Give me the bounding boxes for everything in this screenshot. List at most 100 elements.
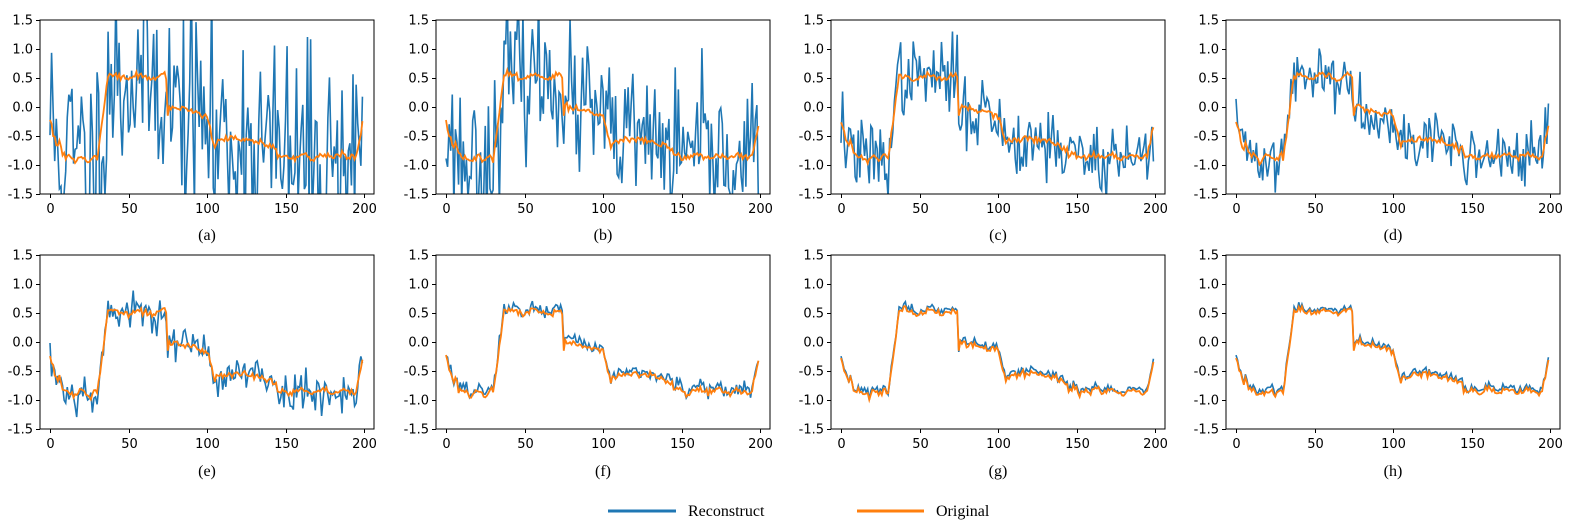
y-tick-label: -1.0	[799, 159, 824, 174]
y-tick-label: -1.0	[404, 394, 429, 409]
y-tick-label: 1.0	[12, 43, 33, 58]
y-tick-label: -1.5	[1194, 188, 1219, 203]
x-tick-label: 0	[46, 202, 54, 217]
series-reconstruct-line	[1235, 48, 1550, 193]
series-original-line	[49, 305, 364, 402]
x-tick-label: 50	[912, 437, 929, 452]
y-tick-label: -1.0	[1194, 394, 1219, 409]
x-tick-label: 150	[1065, 437, 1090, 452]
axes-frame	[39, 254, 375, 430]
x-tick-label: 100	[1381, 437, 1406, 452]
axes-frame	[1225, 254, 1561, 430]
subplot-g: 1.5 1.0 0.5 0.0 -0.5 -1.0 -1.5 0 50 100 150 200 (g)	[799, 249, 1168, 481]
subplot-caption: (c)	[989, 227, 1007, 244]
y-tick-label: 1.0	[803, 43, 824, 58]
x-tick-label: 200	[1143, 437, 1168, 452]
y-tick-label: -0.5	[404, 365, 429, 380]
y-tick-label: -0.5	[799, 365, 824, 380]
y-tick-label: 1.5	[12, 14, 33, 29]
x-tick-label: 200	[352, 437, 377, 452]
y-tick-label: 1.5	[803, 14, 824, 29]
y-tick-label: -0.5	[8, 130, 33, 145]
y-tick-label: 0.5	[803, 307, 824, 322]
y-tick-label: 1.0	[408, 278, 429, 293]
x-tick-label: 50	[121, 437, 138, 452]
x-tick-label: 50	[912, 202, 929, 217]
axes-frame	[830, 19, 1166, 195]
y-tick-label: 1.0	[1198, 43, 1219, 58]
series-original-line	[445, 66, 760, 164]
subplot-caption: (d)	[1384, 227, 1403, 244]
series-original-line	[445, 306, 760, 399]
series-reconstruct-line	[1235, 301, 1550, 397]
x-tick-label: 100	[195, 202, 220, 217]
y-tick-label: 1.0	[1198, 278, 1219, 293]
series-original-line	[840, 305, 1155, 404]
legend-original-label: Original	[936, 503, 990, 520]
x-tick-label: 100	[591, 202, 616, 217]
x-tick-label: 200	[1143, 202, 1168, 217]
subplot-caption: (g)	[989, 463, 1008, 480]
axes-frame	[435, 254, 771, 430]
y-tick-label: -0.5	[8, 365, 33, 380]
x-tick-label: 0	[1232, 202, 1240, 217]
subplot-h: 1.5 1.0 0.5 0.0 -0.5 -1.0 -1.5 0 50 100 150 200 (h)	[1194, 249, 1563, 481]
y-tick-label: -0.5	[1194, 365, 1219, 380]
subplot-caption: (e)	[198, 463, 216, 480]
x-tick-label: 200	[352, 202, 377, 217]
y-tick-label: -1.5	[1194, 423, 1219, 438]
x-tick-label: 50	[1307, 202, 1324, 217]
y-tick-label: 1.5	[803, 249, 824, 264]
y-tick-label: 0.0	[408, 101, 429, 116]
y-tick-label: -1.0	[8, 159, 33, 174]
x-tick-label: 50	[517, 437, 534, 452]
y-tick-label: -1.5	[8, 423, 33, 438]
y-tick-label: 0.0	[1198, 336, 1219, 351]
x-tick-label: 200	[748, 202, 773, 217]
x-tick-label: 200	[748, 437, 773, 452]
x-tick-label: 150	[274, 202, 299, 217]
x-tick-label: 50	[121, 202, 138, 217]
x-tick-label: 100	[195, 437, 220, 452]
y-tick-label: -1.0	[8, 394, 33, 409]
y-tick-label: 1.0	[12, 278, 33, 293]
y-tick-label: -0.5	[404, 130, 429, 145]
subplot-c: 1.5 1.0 0.5 0.0 -0.5 -1.0 -1.5 0 50 100 150 200 (c)	[799, 14, 1168, 245]
y-tick-label: -1.5	[8, 188, 33, 203]
subplot-caption: (h)	[1384, 463, 1403, 480]
y-tick-label: 1.5	[1198, 14, 1219, 29]
x-tick-label: 0	[1232, 437, 1240, 452]
x-tick-label: 50	[517, 202, 534, 217]
y-tick-label: -1.0	[404, 159, 429, 174]
legend-reconstruct-label: Reconstruct	[688, 503, 765, 520]
subplot-b: 1.5 1.0 0.5 0.0 -0.5 -1.0 -1.5 0 50 100 150 200 (b)	[404, 14, 773, 245]
subplot-caption: (a)	[198, 227, 216, 244]
y-tick-label: 0.5	[12, 72, 33, 87]
legend: Reconstruct Original	[608, 503, 990, 520]
subplot-e: 1.5 1.0 0.5 0.0 -0.5 -1.0 -1.5 0 50 100 150 200 (e)	[8, 249, 377, 481]
y-tick-label: -1.5	[404, 423, 429, 438]
y-tick-label: 0.5	[1198, 307, 1219, 322]
x-tick-label: 0	[837, 437, 845, 452]
x-tick-label: 150	[1065, 202, 1090, 217]
y-tick-label: 0.0	[803, 336, 824, 351]
y-tick-label: 1.0	[803, 278, 824, 293]
y-tick-label: -1.5	[799, 423, 824, 438]
series-original-line	[1235, 303, 1550, 399]
y-tick-label: 0.5	[12, 307, 33, 322]
series-reconstruct-line	[445, 300, 760, 401]
y-tick-label: 0.5	[408, 72, 429, 87]
x-tick-label: 50	[1307, 437, 1324, 452]
y-tick-label: 1.5	[408, 249, 429, 264]
y-tick-label: 0.0	[1198, 101, 1219, 116]
x-tick-label: 150	[1460, 437, 1485, 452]
y-tick-label: -1.0	[799, 394, 824, 409]
y-tick-label: -0.5	[1194, 130, 1219, 145]
y-tick-label: 0.0	[12, 101, 33, 116]
y-tick-label: -0.5	[799, 130, 824, 145]
series-reconstruct-line	[445, 20, 760, 194]
series-reconstruct-line	[49, 290, 364, 418]
y-tick-label: 1.5	[1198, 249, 1219, 264]
subplot-grid: 1.5 1.0 0.5 0.0 -0.5 -1.0 -1.5 0 50 100 150 200 (a) 1…	[8, 14, 1563, 481]
x-tick-label: 0	[442, 437, 450, 452]
